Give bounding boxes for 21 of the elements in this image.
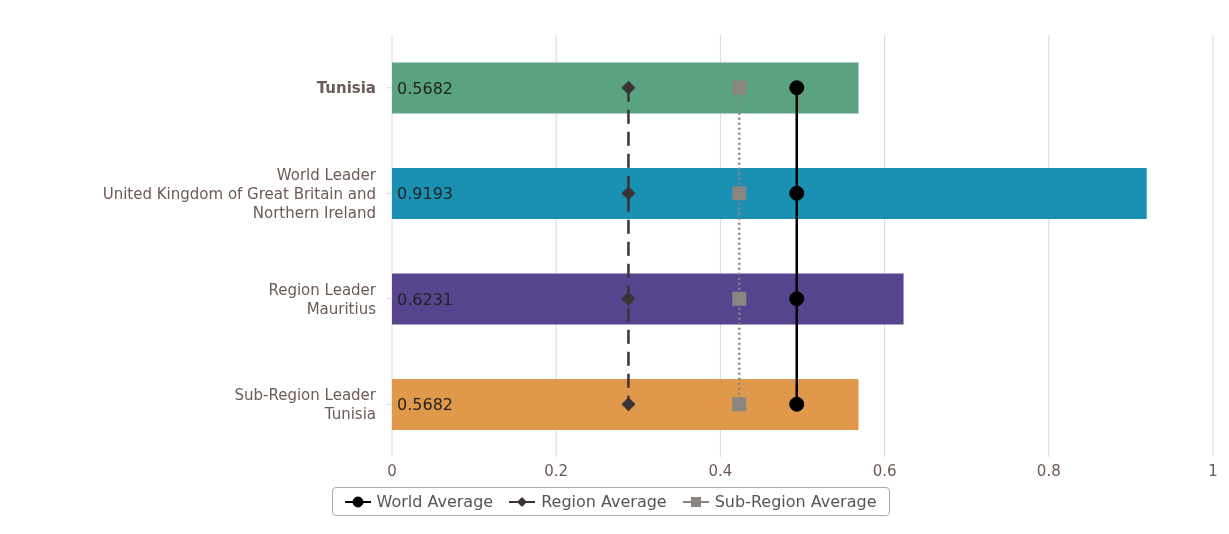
bar [392,167,1147,219]
bar [392,62,859,114]
data-label: 0.6231 [397,289,453,309]
legend-label: Sub-Region Average [713,492,877,511]
x-tick-label: 1 [1208,461,1218,480]
legend-label: Region Average [540,492,667,511]
x-tick-label: 0.8 [1036,461,1061,480]
bar [392,378,859,430]
y-tick-label: Region Leader Mauritius [268,280,377,318]
x-tick-label: 0.6 [872,461,897,480]
bar [392,273,904,325]
y-tick-label: Tunisia [316,79,376,97]
y-tick-label: World Leader United Kingdom of Great Britain and Northern Ireland [102,165,377,222]
data-label: 0.5682 [397,78,453,98]
x-tick-label: 0 [387,461,397,480]
x-tick-label: 0.2 [544,461,569,480]
x-tick-label: 0.4 [708,461,733,480]
y-tick-label: Sub-Region Leader Tunisia [234,386,377,423]
legend-label: World Average [375,492,494,511]
data-label: 0.5682 [397,395,453,415]
data-label: 0.9193 [397,184,453,204]
